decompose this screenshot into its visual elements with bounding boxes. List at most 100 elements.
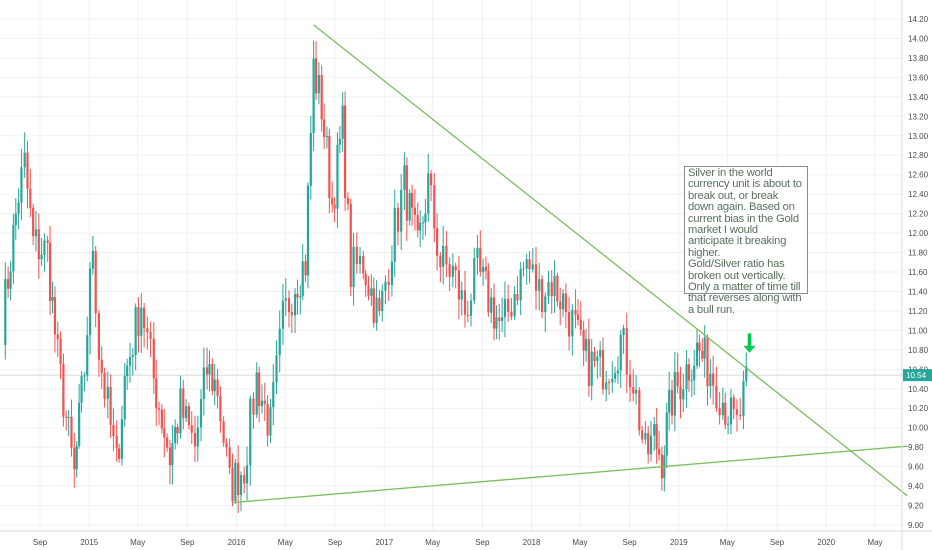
time-tick-label: Sep [475,538,490,547]
candle-body [349,203,352,288]
candle-body [364,273,367,286]
candle-body [228,447,231,468]
candle-body [396,207,400,232]
candle-body [213,379,216,392]
candle-body [314,58,318,94]
candle-body [225,442,228,448]
candle-body [665,412,668,456]
candle-body [176,427,179,434]
trendlines[interactable] [231,24,908,504]
candle-body [14,213,17,226]
price-tick-label: 12.20 [908,210,929,219]
candle-body [647,432,650,455]
candle-body [352,246,355,288]
candle-body [67,416,70,418]
candle-body [128,356,132,366]
price-tick-label: 11.20 [908,307,928,316]
candle-body [596,356,599,362]
candle-body [196,427,199,447]
candle-body [115,435,118,449]
price-tick-label: 11.80 [908,249,928,258]
candle-body [682,389,685,400]
candle-body [325,136,329,138]
candle-body [88,268,92,336]
candle-body [370,288,373,296]
candle-body [12,225,15,272]
candle-body [118,448,121,459]
candle-body [346,197,350,204]
price-tick-label: 9.00 [908,521,924,530]
candle-body [655,424,658,449]
candle-body [51,297,54,302]
price-tick-label: 12.80 [908,151,929,160]
candle-body [290,312,293,316]
candle-body [559,301,562,310]
analysis-note[interactable]: Silver in the world currency unit is abo… [684,166,808,316]
candle-body [23,152,26,168]
candle-body [448,264,451,277]
candle-body [419,222,422,231]
arrow-head [743,345,756,353]
price-tick-label: 13.20 [908,112,929,121]
candle-body [260,400,264,407]
candle-body [199,399,203,428]
candle-body [599,349,602,357]
candle-body [641,430,644,440]
candle-body [29,188,32,208]
price-tick-label: 10.00 [908,424,929,433]
candle-body [628,374,632,388]
candle-body [593,351,596,362]
candle-body [168,447,172,466]
candle-body [638,389,641,431]
candle-body [685,364,688,390]
candle-body [732,397,735,410]
candle-body [424,213,427,223]
arrow-shaft [747,333,752,347]
candle-body [413,207,417,215]
candle-body [32,207,35,237]
time-tick-label: Sep [770,538,785,547]
candle-body [328,136,331,199]
candle-body [336,144,339,209]
price-tick-label: 14.00 [908,34,929,43]
candle-body [632,387,635,394]
candle-body [709,373,712,387]
candle-body [106,386,109,399]
candle-body [46,240,49,243]
time-tick-label: 2018 [523,538,541,547]
candle-body [525,259,528,269]
time-axis[interactable]: Sep 2015 May Sep 2016 May Sep 2017 May Sep 2018 May… [33,538,883,547]
candle-body [358,255,362,264]
candle-body [516,294,519,301]
candle-body [70,416,73,448]
price-tick-label: 9.80 [908,443,924,452]
candle-body [403,165,406,190]
candle-body [574,309,577,315]
candle-body [309,133,312,186]
candle-body [299,296,302,298]
candle-body [587,338,590,386]
candle-body [439,255,442,267]
candle-body [255,372,258,415]
candle-body [152,338,155,379]
candle-body [94,250,97,314]
candle-body [367,285,370,296]
candle-body [293,293,297,316]
price-tick-label: 13.00 [908,132,929,141]
candle-body [421,222,425,224]
candle-body [436,228,439,256]
candle-body [613,373,617,379]
time-tick-label: May [867,538,882,547]
candle-body [362,255,365,274]
candle-body [605,382,608,390]
candle-body [269,407,272,436]
candle-body [479,247,482,273]
candle-body [657,448,661,455]
candle-body [120,419,124,459]
candle-body [416,214,419,231]
candle-body [400,189,403,232]
candle-body [205,367,209,375]
candle-body [266,403,269,436]
price-axis[interactable]: 9.009.209.409.609.8010.0010.2010.4010.60… [908,15,929,530]
